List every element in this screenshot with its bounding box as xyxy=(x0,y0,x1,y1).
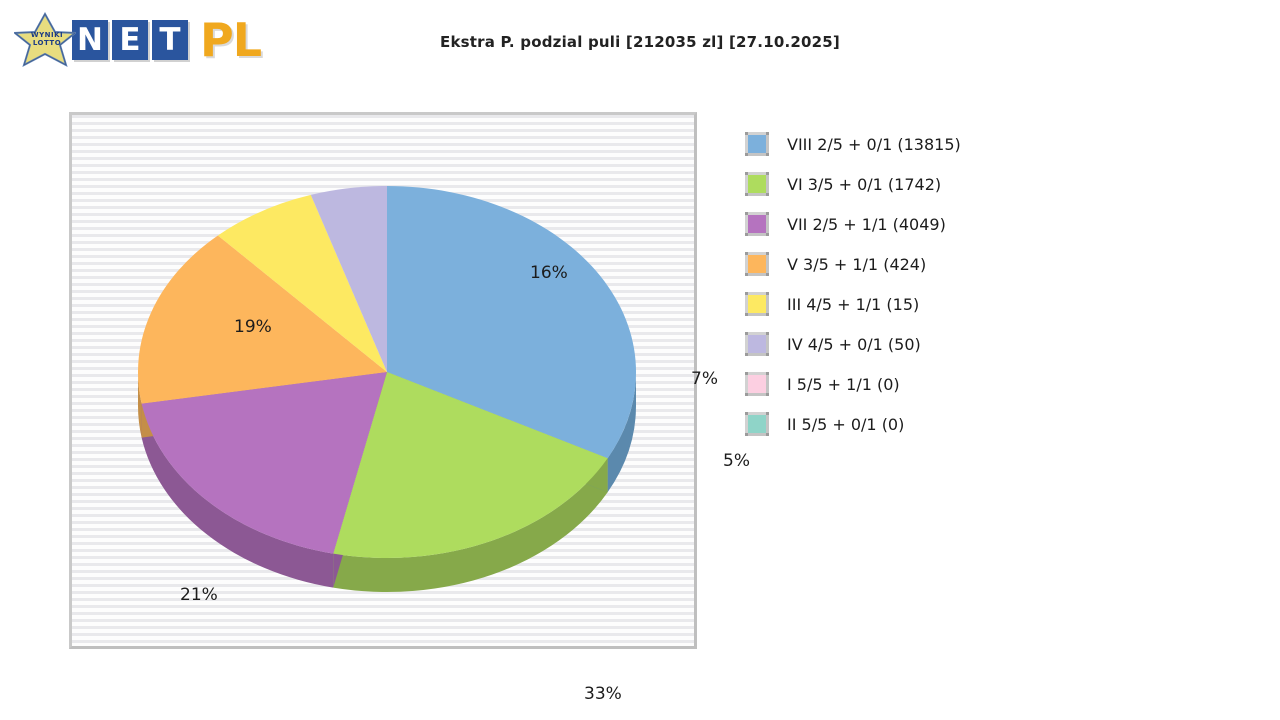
legend-item[interactable]: IV 4/5 + 0/1 (50) xyxy=(745,324,1165,364)
pie-percentage-label: 19% xyxy=(234,317,272,337)
legend-color-swatch xyxy=(745,412,769,436)
logo-letter-t: T xyxy=(152,20,188,60)
legend-swatch-fill xyxy=(748,215,766,233)
pie-slice-side xyxy=(141,403,334,588)
star-logo-line1: WYNIKI xyxy=(30,31,64,39)
legend-color-swatch xyxy=(745,372,769,396)
logo-letter-e: E xyxy=(112,20,148,60)
site-logo[interactable]: WYNIKI LOTTO N E T PL xyxy=(14,12,262,68)
chart-plot-area: 16% 19% 7% 5% 21% 33% xyxy=(69,112,750,704)
pie-slice-side xyxy=(607,372,636,493)
legend-item-label: I 5/5 + 1/1 (0) xyxy=(787,374,900,394)
legend-item[interactable]: V 3/5 + 1/1 (424) xyxy=(745,244,1165,284)
page-title: Ekstra P. podzial puli [212035 zl] [27.1… xyxy=(440,33,840,51)
pie-percentage-label: 33% xyxy=(584,684,622,704)
pie-slice-side xyxy=(138,372,142,438)
pie-slice[interactable] xyxy=(387,186,636,459)
logo-wordmark: N E T PL xyxy=(72,13,262,67)
legend-item-label: II 5/5 + 0/1 (0) xyxy=(787,414,905,434)
pie-percentage-label: 5% xyxy=(723,451,750,471)
legend-color-swatch xyxy=(745,292,769,316)
legend-color-swatch xyxy=(745,252,769,276)
legend-item[interactable]: III 4/5 + 1/1 (15) xyxy=(745,284,1165,324)
legend-swatch-fill xyxy=(748,415,766,433)
legend-item-label: VI 3/5 + 0/1 (1742) xyxy=(787,174,942,194)
legend-swatch-fill xyxy=(748,335,766,353)
logo-letter-n: N xyxy=(72,20,108,60)
legend-item[interactable]: VII 2/5 + 1/1 (4049) xyxy=(745,204,1165,244)
legend-item[interactable]: VI 3/5 + 0/1 (1742) xyxy=(745,164,1165,204)
legend-swatch-fill xyxy=(748,255,766,273)
legend-item-label: V 3/5 + 1/1 (424) xyxy=(787,254,927,274)
star-logo-line2: LOTTO xyxy=(32,39,62,47)
legend-item[interactable]: VIII 2/5 + 0/1 (13815) xyxy=(745,124,1165,164)
star-logo-text: WYNIKI LOTTO xyxy=(27,31,67,47)
star-shape-icon xyxy=(14,12,76,67)
legend-item[interactable]: II 5/5 + 0/1 (0) xyxy=(745,404,1165,444)
page-header: WYNIKI LOTTO N E T PL Ekstra P. podzial … xyxy=(0,0,1280,82)
pie-chart xyxy=(138,186,636,592)
legend-swatch-fill xyxy=(748,135,766,153)
legend-color-swatch xyxy=(745,132,769,156)
legend-swatch-fill xyxy=(748,175,766,193)
legend-item-label: III 4/5 + 1/1 (15) xyxy=(787,294,920,314)
pie-slice[interactable] xyxy=(141,372,387,554)
legend-swatch-fill xyxy=(748,295,766,313)
pie-slice[interactable] xyxy=(138,235,387,404)
legend-color-swatch xyxy=(745,332,769,356)
star-logo-icon: WYNIKI LOTTO xyxy=(14,12,76,68)
pie-percentage-label: 21% xyxy=(180,585,218,605)
pie-percentage-label: 16% xyxy=(530,263,568,283)
pie-slice[interactable] xyxy=(310,186,387,372)
pie-slice[interactable] xyxy=(217,194,387,372)
pie-slice[interactable] xyxy=(333,372,608,558)
legend-color-swatch xyxy=(745,212,769,236)
legend-item-label: IV 4/5 + 0/1 (50) xyxy=(787,334,921,354)
legend-item-label: VII 2/5 + 1/1 (4049) xyxy=(787,214,946,234)
legend-item-label: VIII 2/5 + 0/1 (13815) xyxy=(787,134,961,154)
legend-swatch-fill xyxy=(748,375,766,393)
legend-item[interactable]: I 5/5 + 1/1 (0) xyxy=(745,364,1165,404)
pie-percentage-label: 7% xyxy=(691,369,718,389)
chart-legend: VIII 2/5 + 0/1 (13815) VI 3/5 + 0/1 (1742… xyxy=(745,124,1165,444)
legend-color-swatch xyxy=(745,172,769,196)
pie-slice-side xyxy=(333,458,608,592)
logo-pl-text: PL xyxy=(200,13,262,67)
